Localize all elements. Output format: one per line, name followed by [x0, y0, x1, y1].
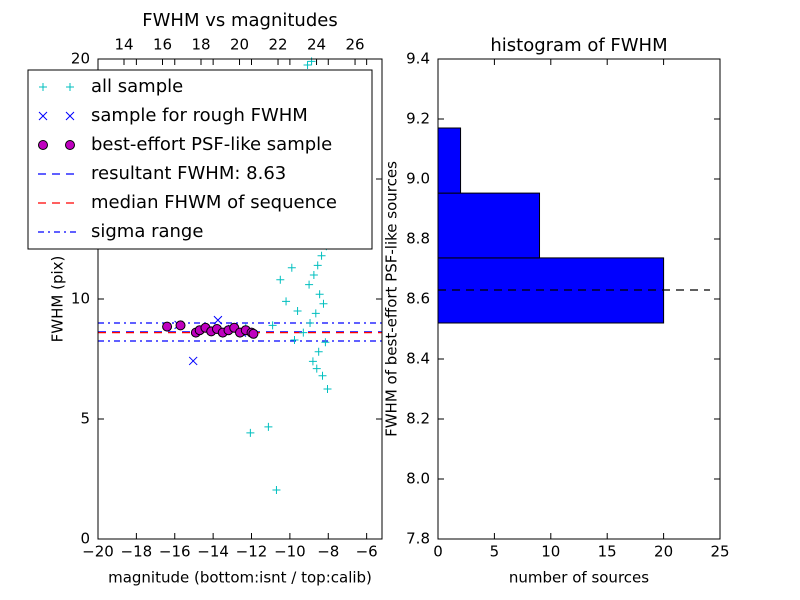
x-tick-label: 20 [654, 543, 673, 561]
x-tick-label: −18 [121, 543, 153, 561]
legend-label: sample for rough FWHM [91, 105, 308, 126]
point [276, 275, 285, 284]
y-tick-label: 8.2 [406, 410, 430, 428]
point [293, 307, 302, 315]
point [246, 428, 255, 437]
legend-marker [66, 83, 74, 91]
y-tick-label: 9.4 [406, 50, 430, 68]
y-axis-label: FWHM of best-effort PSF-like sources [383, 161, 401, 437]
y-tick-label: 8.0 [406, 470, 430, 488]
point [272, 486, 281, 495]
y-tick-label: 9.0 [406, 170, 430, 188]
x-tick-label: −14 [197, 543, 229, 561]
point [315, 290, 324, 299]
point [264, 422, 273, 431]
bar [437, 192, 541, 259]
y-tick-label: 20 [71, 50, 90, 68]
point [312, 364, 321, 373]
legend-marker [38, 140, 48, 150]
plot-frame [97, 58, 383, 540]
x2-tick-label: 16 [153, 36, 172, 54]
point [311, 309, 320, 318]
y-tick-label: 8.4 [406, 350, 430, 368]
point [317, 251, 326, 260]
point [248, 328, 259, 339]
point [287, 263, 296, 272]
point [213, 315, 223, 325]
point [309, 271, 318, 279]
legend-marker [39, 83, 47, 91]
x-tick-label: −6 [356, 543, 378, 561]
point [321, 338, 330, 347]
point [319, 299, 328, 308]
point [188, 356, 198, 366]
legend-marker [38, 111, 48, 121]
chart-title: histogram of FWHM [490, 35, 667, 56]
x2-tick-label: 24 [307, 36, 326, 54]
point [318, 371, 327, 380]
x-tick-label: −8 [317, 543, 339, 561]
plot-frame [437, 58, 721, 540]
legend-label: resultant FWHM: 8.63 [91, 163, 286, 184]
x-tick-label: −10 [274, 543, 306, 561]
x-tick-label: −12 [236, 543, 268, 561]
legend-marker [65, 111, 75, 121]
legend-box [27, 69, 373, 250]
legend-marker [65, 140, 75, 150]
x-tick-label: 5 [490, 543, 500, 561]
y-tick-label: 8.6 [406, 290, 430, 308]
point [268, 321, 277, 330]
x2-tick-label: 14 [114, 36, 133, 54]
y-tick-label: 5 [80, 410, 90, 428]
legend-label: median FHWM of sequence [91, 192, 337, 213]
x-tick-label: 0 [433, 543, 443, 561]
x-tick-label: −20 [82, 543, 114, 561]
x-axis-label: number of sources [509, 569, 649, 587]
chart-title: FWHM vs magnitudes [142, 10, 337, 31]
legend-label: sigma range [91, 221, 203, 242]
point [306, 319, 315, 327]
x2-tick-label: 26 [345, 36, 364, 54]
point [290, 336, 299, 345]
point [305, 280, 314, 289]
y-tick-label: 8.8 [406, 230, 430, 248]
x2-tick-label: 20 [230, 36, 249, 54]
y-tick-label: 10 [71, 290, 90, 308]
legend-label: best-effort PSF-like sample [91, 134, 332, 155]
bar [437, 127, 462, 194]
point [299, 328, 308, 337]
x2-tick-label: 22 [268, 36, 287, 54]
y-tick-label: 0 [80, 530, 90, 548]
point [313, 261, 322, 270]
point [323, 385, 332, 393]
point [175, 320, 186, 331]
y-axis-label: FWHM (pix) [49, 256, 67, 343]
x2-tick-label: 18 [191, 36, 210, 54]
point [308, 357, 317, 366]
legend-label: all sample [91, 76, 183, 97]
x-axis-label: magnitude (bottom:isnt / top:calib) [108, 569, 372, 587]
x-tick-label: 15 [598, 543, 617, 561]
y-tick-label: 7.8 [406, 530, 430, 548]
y-tick-label: 9.2 [406, 110, 430, 128]
x-tick-label: 10 [541, 543, 560, 561]
point [162, 321, 173, 332]
point [314, 347, 323, 356]
point [282, 297, 291, 306]
x-tick-label: 25 [710, 543, 729, 561]
point [303, 61, 312, 69]
x-tick-label: −16 [159, 543, 191, 561]
